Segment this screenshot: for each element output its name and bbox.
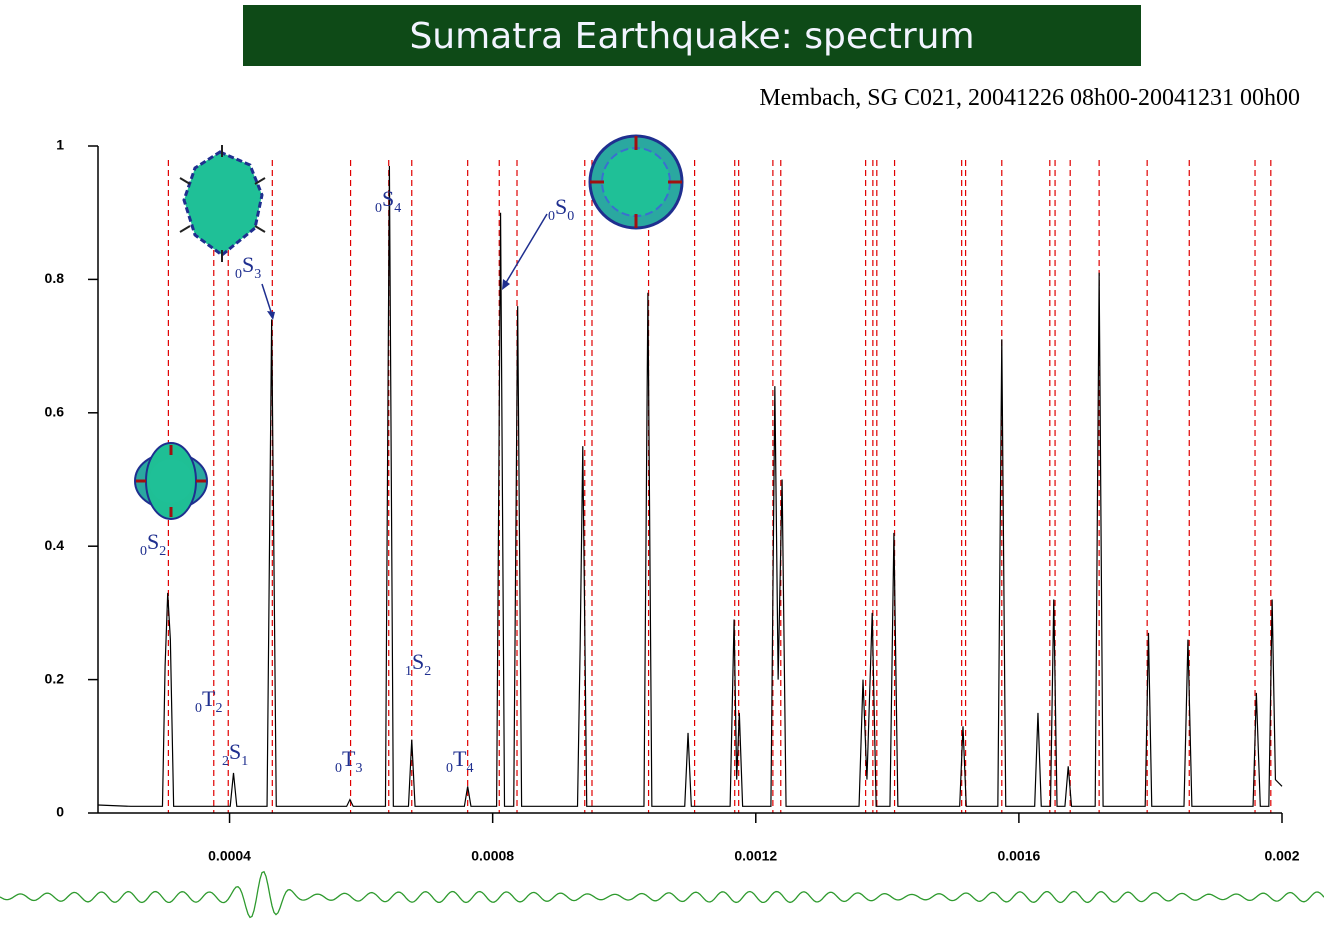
mode-label-pre: 2 bbox=[222, 754, 229, 769]
mode-label-letter: S bbox=[412, 649, 424, 674]
mode-label: 0T2 bbox=[195, 686, 222, 716]
x-tick-label: 0.0008 bbox=[471, 848, 514, 864]
mode-label: 1S2 bbox=[405, 649, 431, 679]
mode-lines bbox=[167, 160, 1272, 813]
mode-label-post: 4 bbox=[466, 761, 473, 776]
mode-label-pre: 0 bbox=[140, 544, 147, 559]
y-tick-label: 0.2 bbox=[45, 670, 65, 686]
mode-label-letter: T bbox=[342, 746, 356, 771]
mode-icon-0s0 bbox=[588, 134, 684, 230]
mode-label-post: 2 bbox=[159, 544, 166, 559]
mode-label-letter: S bbox=[147, 529, 159, 554]
mode-label: 0T4 bbox=[446, 746, 473, 776]
mode-label-pre: 0 bbox=[375, 201, 382, 216]
annotation-arrows bbox=[261, 213, 548, 320]
mode-icon-0s2 bbox=[134, 442, 208, 520]
seismogram bbox=[0, 870, 1324, 919]
x-tick-label: 0.0012 bbox=[734, 848, 777, 864]
y-tick-label: 1 bbox=[56, 137, 64, 153]
mode-label-pre: 0 bbox=[548, 209, 555, 224]
mode-label: 2S1 bbox=[222, 739, 248, 769]
mode-label-letter: T bbox=[202, 686, 216, 711]
spectrum-line bbox=[97, 166, 1283, 807]
mode-label-post: 0 bbox=[567, 209, 574, 224]
mode-label-letter: S bbox=[382, 186, 394, 211]
chart-subtitle: Membach, SG C021, 20041226 08h00-2004123… bbox=[759, 85, 1300, 111]
mode-label-pre: 0 bbox=[446, 761, 453, 776]
x-tick-label: 0.0004 bbox=[208, 848, 251, 864]
mode-label-letter: S bbox=[555, 194, 567, 219]
mode-label-pre: 1 bbox=[405, 664, 412, 679]
mode-label: 0S3 bbox=[235, 252, 261, 282]
y-tick-label: 0.4 bbox=[45, 537, 65, 553]
mode-icon-0s3 bbox=[179, 145, 266, 262]
mode-label-pre: 0 bbox=[335, 761, 342, 776]
chart-title: Sumatra Earthquake: spectrum bbox=[409, 16, 974, 57]
title-banner bbox=[243, 5, 1141, 66]
mode-label-post: 1 bbox=[241, 754, 248, 769]
mode-label-post: 3 bbox=[254, 267, 261, 282]
mode-label-post: 2 bbox=[215, 701, 222, 716]
y-tick-label: 0.8 bbox=[45, 270, 65, 286]
mode-label: 0S2 bbox=[140, 529, 166, 559]
mode-label-pre: 0 bbox=[195, 701, 202, 716]
x-tick-label: 0.0016 bbox=[997, 848, 1040, 864]
mode-label: 0S0 bbox=[548, 194, 574, 224]
y-tick-label: 0 bbox=[56, 804, 64, 820]
x-tick-label: 0.002 bbox=[1264, 848, 1299, 864]
mode-label-letter: T bbox=[453, 746, 467, 771]
mode-label-letter: S bbox=[229, 739, 241, 764]
mode-label-pre: 0 bbox=[235, 267, 242, 282]
mode-label: 0T3 bbox=[335, 746, 362, 776]
mode-label-letter: S bbox=[242, 252, 254, 277]
mode-label-post: 3 bbox=[355, 761, 362, 776]
y-tick-label: 0.6 bbox=[45, 404, 65, 420]
mode-label: 0S4 bbox=[375, 186, 401, 216]
mode-label-post: 2 bbox=[424, 664, 431, 679]
mode-label-post: 4 bbox=[394, 201, 401, 216]
